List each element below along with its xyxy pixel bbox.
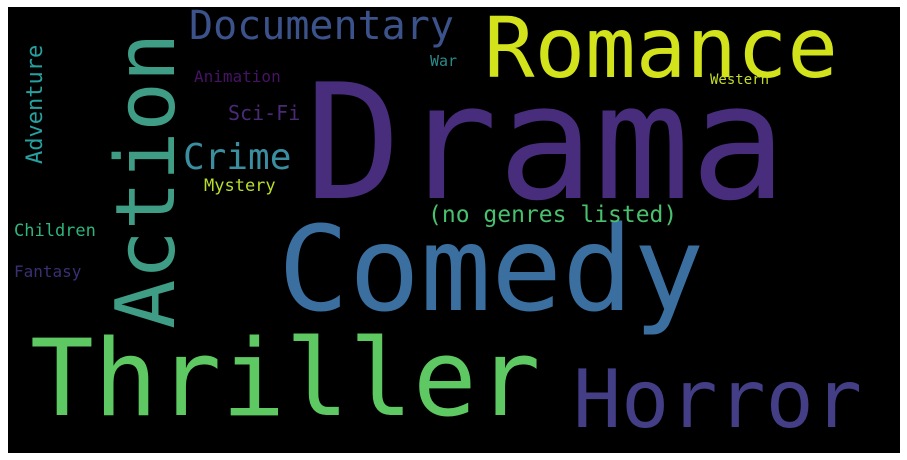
word-mystery: Mystery xyxy=(204,176,276,196)
word-sci-fi: Sci-Fi xyxy=(228,101,301,125)
word-comedy: Comedy xyxy=(278,200,705,338)
word-animation: Animation xyxy=(194,67,281,86)
word-adventure: Adventure xyxy=(23,44,48,164)
word-cloud-canvas: Drama Comedy Thriller Action Romance Hor… xyxy=(8,7,900,453)
word-action: Action xyxy=(99,32,194,329)
word-documentary: Documentary xyxy=(189,7,454,49)
word-horror: Horror xyxy=(573,353,862,446)
word-children: Children xyxy=(14,221,96,241)
word-drama: Drama xyxy=(305,49,787,236)
word-war: War xyxy=(430,52,458,70)
word-crime: Crime xyxy=(183,137,292,178)
word-romance: Romance xyxy=(484,7,839,97)
word-western: Western xyxy=(710,72,770,88)
word-no-genres: (no genres listed) xyxy=(428,202,678,228)
word-thriller: Thriller xyxy=(30,317,541,440)
word-fantasy: Fantasy xyxy=(14,262,82,281)
